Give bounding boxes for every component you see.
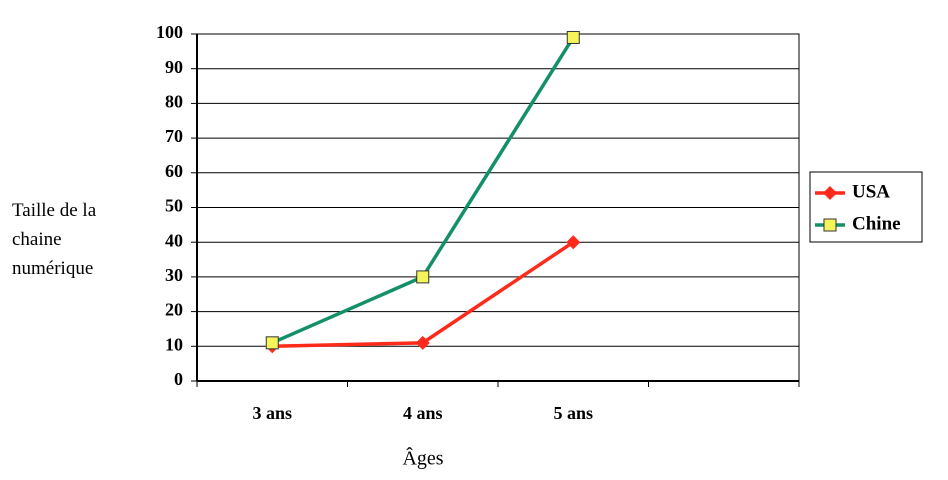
- legend-label: Chine: [852, 213, 901, 234]
- series-line: [271, 36, 575, 345]
- point-marker: [823, 218, 837, 232]
- y-tick-label: 20: [165, 300, 183, 320]
- x-axis-label: Âges: [402, 447, 443, 470]
- y-tick-label: 90: [165, 57, 183, 77]
- point-marker: [566, 30, 580, 44]
- y-tick-label: 30: [165, 265, 183, 285]
- y-tick-label: 50: [165, 196, 183, 216]
- point-marker: [415, 335, 430, 350]
- point-marker: [566, 235, 581, 250]
- y-tick-label: 80: [165, 92, 183, 112]
- y-tick-label: 100: [156, 22, 183, 42]
- y-tick-label: 60: [165, 161, 183, 181]
- point-marker: [823, 186, 837, 200]
- y-tick-label: 10: [165, 334, 183, 354]
- point-marker: [265, 336, 279, 350]
- series-line: [272, 240, 575, 349]
- x-tick-label: 4 ans: [403, 403, 443, 423]
- legend-label: USA: [852, 181, 890, 202]
- x-tick-label: 5 ans: [553, 403, 593, 423]
- y-axis-label: Taille de la chaine numérique: [12, 200, 97, 279]
- x-tick-label: 3 ans: [252, 403, 292, 423]
- y-tick-label: 40: [165, 230, 183, 250]
- y-tick-label: 0: [174, 369, 183, 389]
- y-tick-label: 70: [165, 126, 183, 146]
- point-marker: [416, 270, 430, 284]
